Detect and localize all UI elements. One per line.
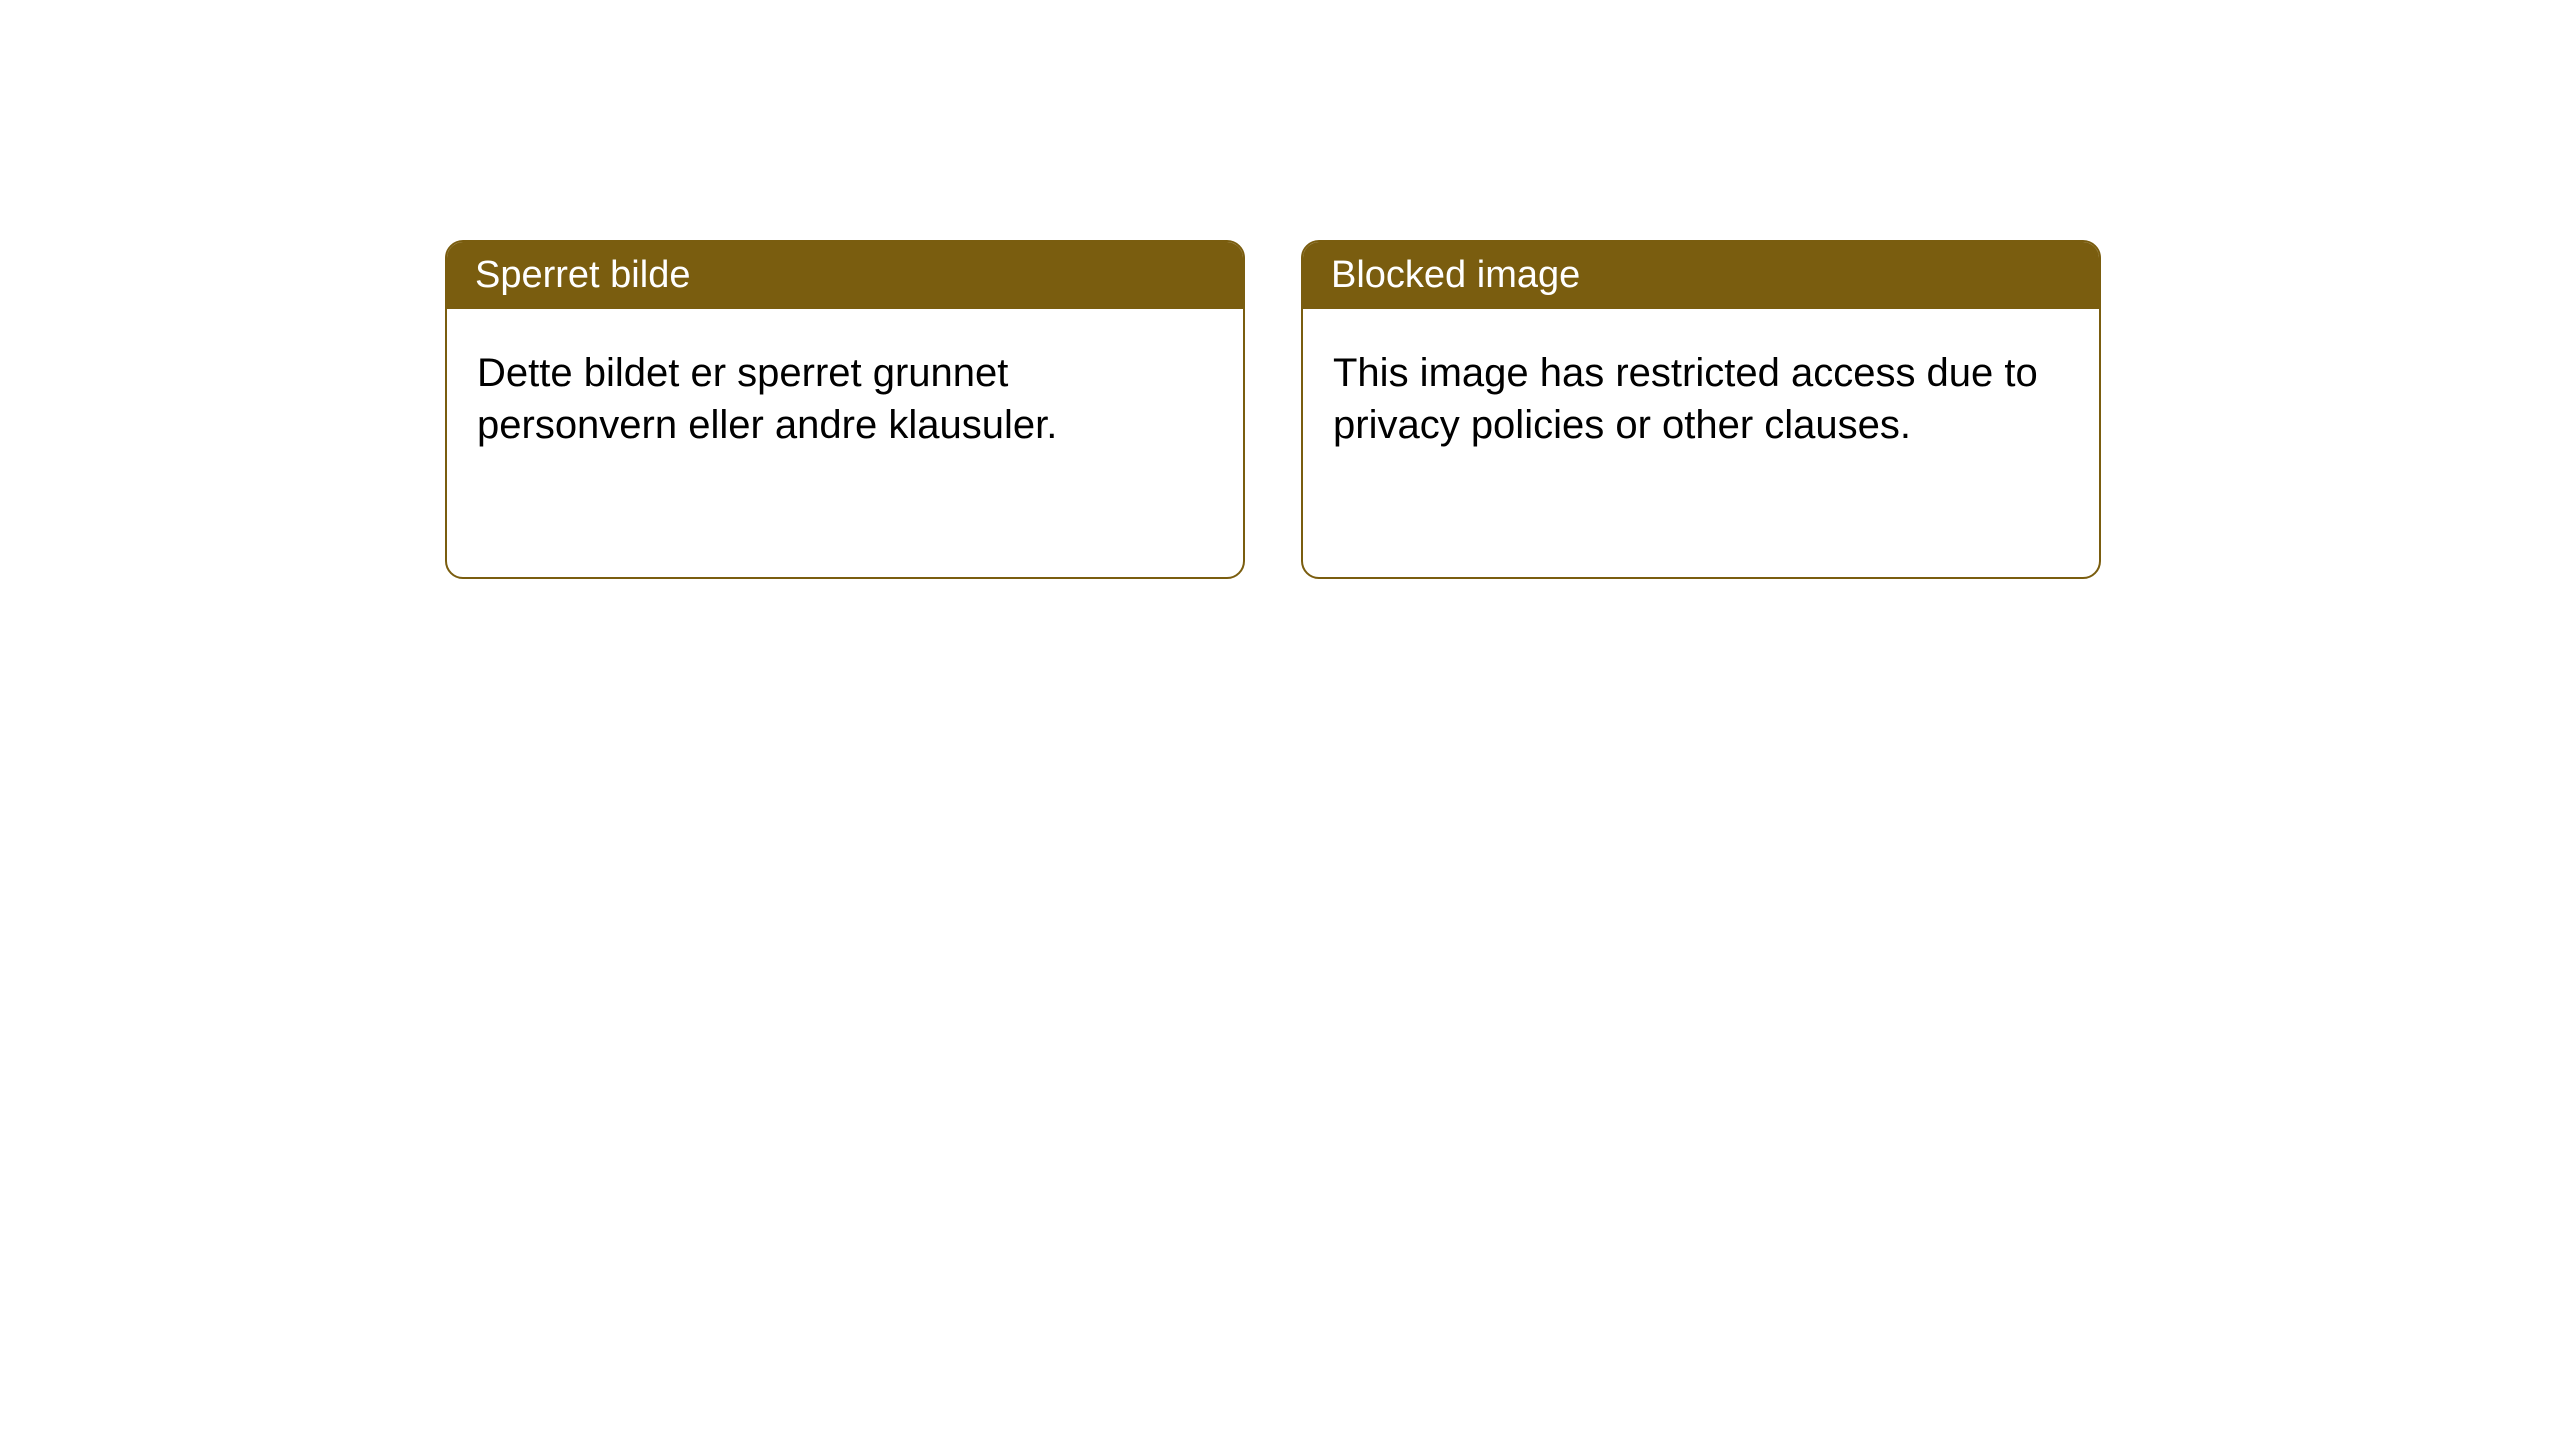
notice-body: This image has restricted access due to … [1303,309,2099,577]
notice-title: Blocked image [1331,254,2071,297]
notice-text: Dette bildet er sperret grunnet personve… [477,347,1213,451]
notice-title: Sperret bilde [475,254,1215,297]
notice-card-english: Blocked image This image has restricted … [1301,240,2101,579]
notice-header: Blocked image [1303,242,2099,309]
notice-container: Sperret bilde Dette bildet er sperret gr… [445,240,2101,579]
notice-header: Sperret bilde [447,242,1243,309]
notice-text: This image has restricted access due to … [1333,347,2069,451]
notice-body: Dette bildet er sperret grunnet personve… [447,309,1243,577]
notice-card-norwegian: Sperret bilde Dette bildet er sperret gr… [445,240,1245,579]
